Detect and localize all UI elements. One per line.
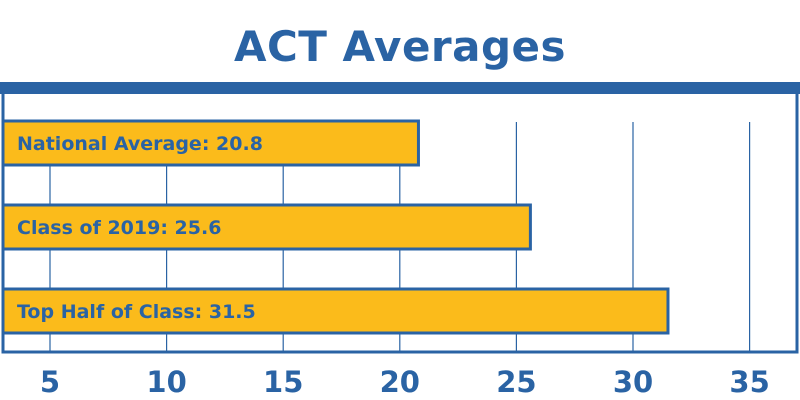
bar-label: National Average: 20.8 (17, 133, 263, 155)
x-tick-label: 35 (729, 365, 769, 399)
x-tick-label: 10 (146, 365, 186, 399)
top-band (0, 82, 800, 94)
x-tick-label: 20 (380, 365, 420, 399)
x-tick-label: 30 (613, 365, 653, 399)
x-tick-label: 15 (263, 365, 303, 399)
x-tick-label: 5 (40, 365, 60, 399)
bar-label: Class of 2019: 25.6 (17, 217, 221, 239)
bar-label: Top Half of Class: 31.5 (17, 301, 256, 323)
bar (1, 119, 420, 167)
bar (1, 203, 532, 251)
x-tick-label: 25 (496, 365, 536, 399)
bar (1, 287, 670, 335)
chart-title: ACT Averages (233, 22, 567, 71)
